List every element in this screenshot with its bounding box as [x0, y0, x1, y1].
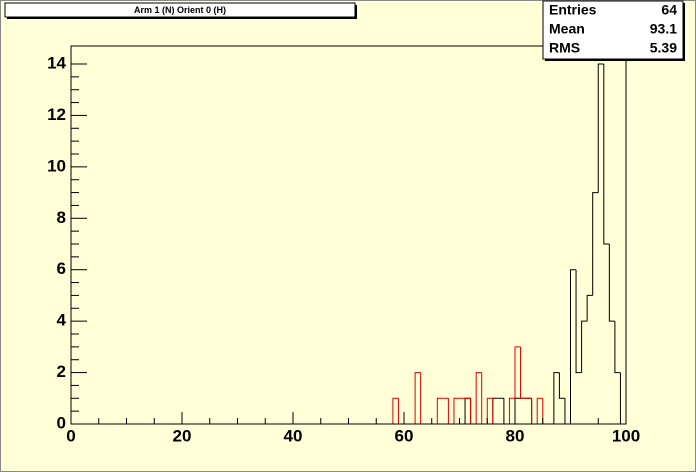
histogram-bin — [414, 372, 421, 424]
title-box — [4, 2, 356, 18]
histogram-bin — [597, 63, 604, 193]
x-tick-label: 100 — [612, 426, 640, 445]
x-tick-label: 60 — [395, 426, 414, 445]
histogram-bin — [475, 372, 482, 424]
stats-label: RMS — [549, 40, 580, 56]
histogram-bin — [586, 294, 593, 322]
histogram-bin — [603, 64, 610, 245]
stats-label: Mean — [549, 21, 585, 37]
stats-box — [542, 0, 684, 60]
x-tick-label: 40 — [284, 426, 303, 445]
y-tick-label: 6 — [57, 259, 66, 278]
histogram-bin — [592, 192, 599, 296]
histogram-bin — [608, 244, 615, 322]
histogram-bin — [581, 320, 588, 373]
y-tick-label: 2 — [57, 362, 66, 381]
x-tick-label: 20 — [173, 426, 192, 445]
y-tick-label: 14 — [47, 53, 66, 72]
y-tick-label: 0 — [57, 413, 66, 432]
y-tick-label: 10 — [47, 156, 66, 175]
histogram-bin — [486, 397, 493, 424]
stats-label: Entries — [549, 2, 597, 18]
x-tick-label: 80 — [506, 426, 525, 445]
y-tick-label: 8 — [57, 208, 66, 227]
histogram-bin — [453, 397, 460, 424]
histogram-bin — [508, 397, 515, 424]
x-tick-label: 0 — [66, 426, 75, 445]
stats-value: 5.39 — [650, 40, 677, 56]
histogram-bin — [520, 346, 527, 399]
histogram-bin — [553, 372, 560, 424]
histogram-bin — [514, 346, 521, 399]
histogram-bin — [436, 397, 443, 424]
y-tick-label: 4 — [57, 311, 67, 330]
histogram-bin — [614, 321, 621, 374]
chart-title: Arm 1 (N) Orient 0 (H) — [134, 5, 226, 15]
histogram-bin — [392, 397, 399, 424]
stats-value: 64 — [661, 2, 677, 18]
stats-value: 93.1 — [650, 21, 677, 37]
histogram-bin — [558, 372, 565, 399]
histogram-bin — [575, 269, 582, 374]
y-tick-label: 12 — [47, 105, 66, 124]
histogram-bin — [570, 269, 577, 424]
histogram-bin — [536, 397, 543, 424]
